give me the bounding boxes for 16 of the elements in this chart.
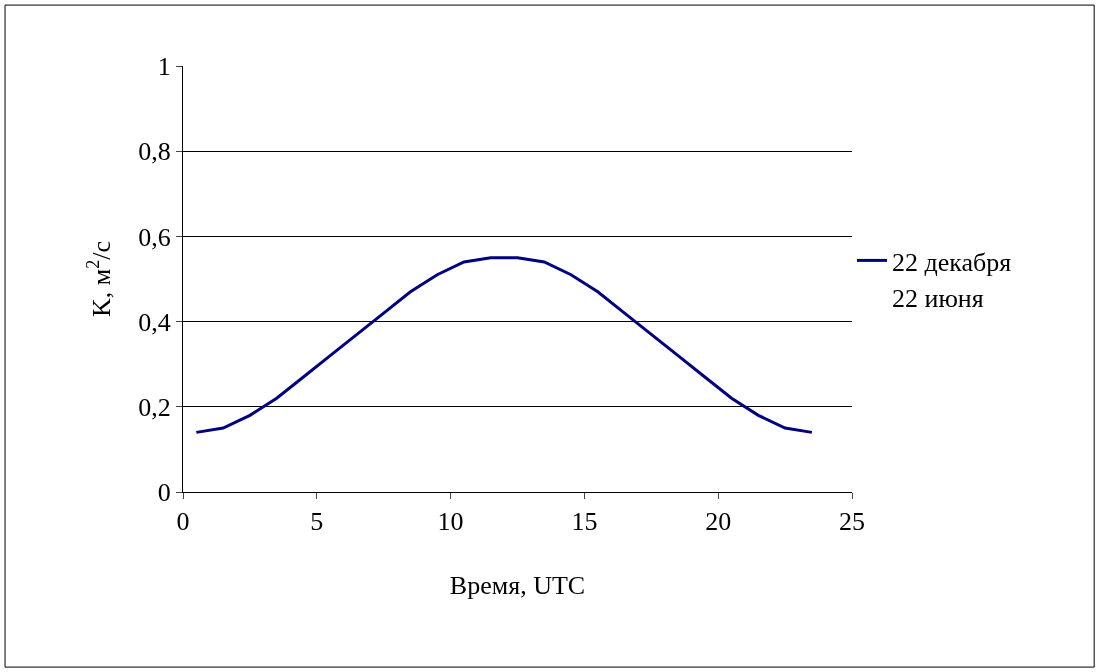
y-tick-label: 0,4 [138,307,171,337]
legend-label: 22 декабря [892,247,1012,277]
y-tick-label: 1 [157,52,171,82]
x-axis-title: Время, UTC [449,570,586,600]
y-tick-label: 0,6 [138,222,171,252]
y-tick-label: 0 [157,478,171,508]
text: 22 июня [892,284,984,314]
x-tick-label: 25 [839,507,865,537]
line-series [194,256,814,434]
y-tick-label: 0,2 [138,392,171,422]
x-tick-label: 15 [571,507,598,537]
x-tick-label: 20 [705,507,732,537]
x-tick-label: 0 [176,507,190,537]
y-tick-label: 0,8 [138,137,171,167]
x-tick-label: 10 [437,507,464,537]
x-tick-label: 5 [310,507,324,537]
